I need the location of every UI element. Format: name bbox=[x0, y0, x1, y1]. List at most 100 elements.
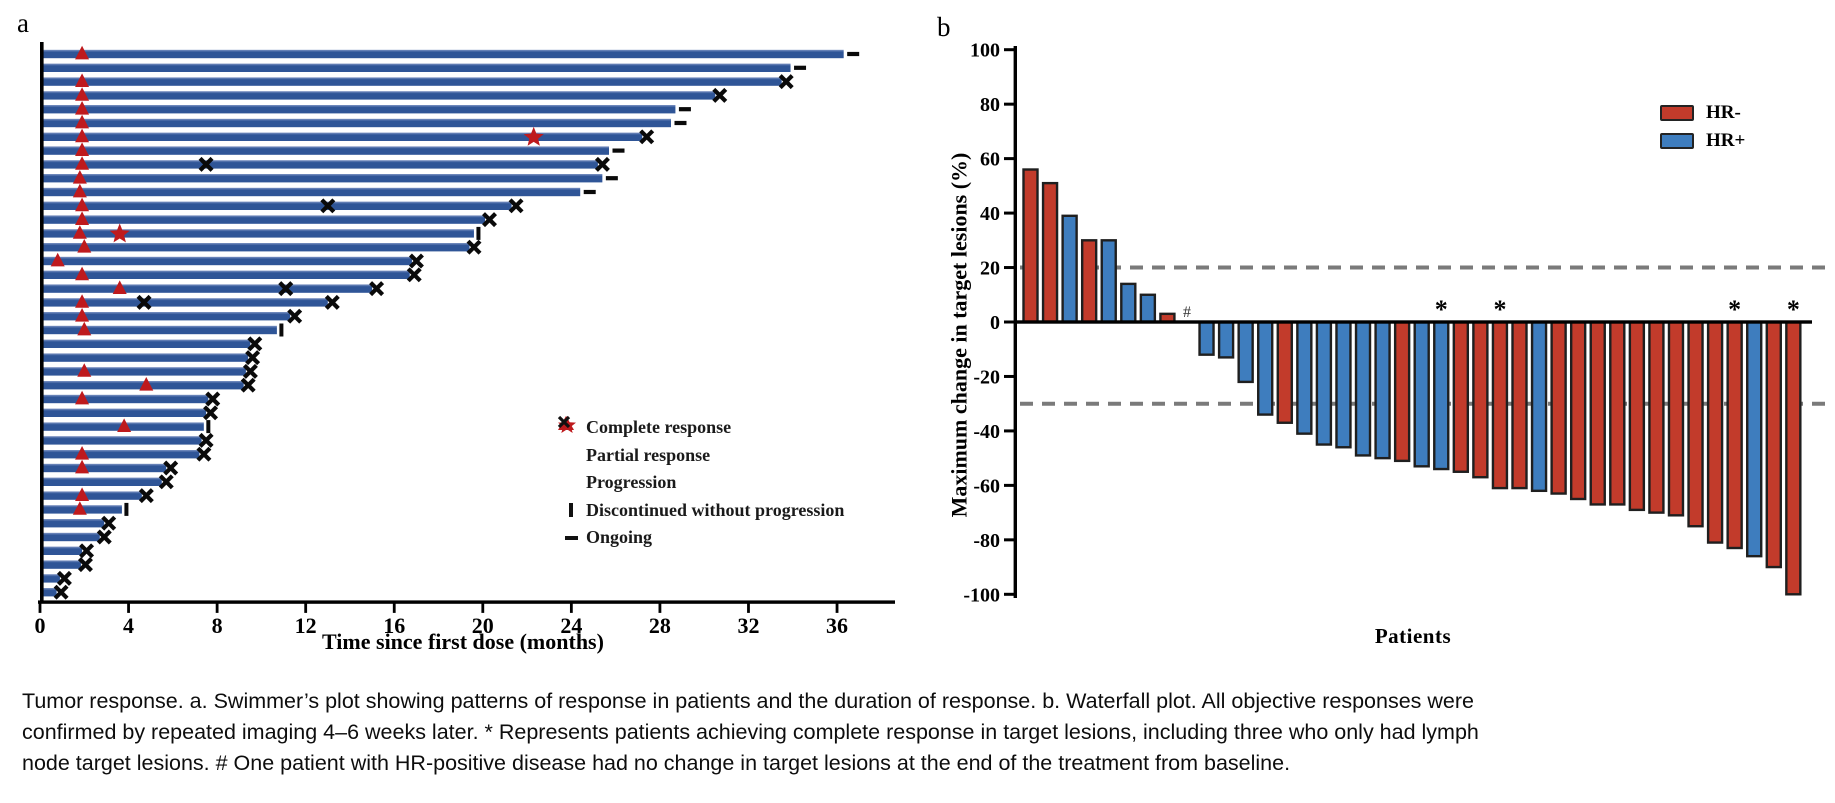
swimmer-row bbox=[41, 557, 93, 573]
caption-line: confirmed by repeated imaging 4–6 weeks … bbox=[22, 720, 1479, 744]
partial-response-marker bbox=[72, 225, 87, 239]
waterfall-bar bbox=[1511, 320, 1528, 490]
charts-svg: 0 4 8 12 16 20 24 28 32 36 # * * * * 100 80 60 40 20 0 -20 -40… bbox=[35, 40, 1828, 638]
no-change-hash-marker: # bbox=[1183, 304, 1191, 321]
partial-response-marker bbox=[75, 308, 90, 322]
discontinued-marker bbox=[476, 226, 481, 240]
x-tick bbox=[569, 603, 573, 613]
swimmer-bar bbox=[41, 77, 782, 86]
swimmer-bar bbox=[41, 229, 474, 238]
swimmer-bar bbox=[41, 201, 512, 210]
progression-x-marker bbox=[198, 156, 214, 172]
swimmer-bar bbox=[41, 174, 603, 183]
swimmer-row bbox=[41, 280, 385, 297]
partial-response-marker bbox=[77, 321, 92, 336]
waterfall-bar bbox=[1198, 320, 1215, 356]
waterfall-bar bbox=[1354, 320, 1372, 457]
swimmer-row bbox=[41, 101, 691, 115]
waterfall-plot: # * * * * 100 80 60 40 20 0 -20 -40 -60 -80 -100 bbox=[963, 40, 1828, 606]
legend-label: Ongoing bbox=[586, 527, 653, 548]
swimmer-bar bbox=[41, 491, 142, 500]
swimmer-x-axis-title: Time since first dose (months) bbox=[322, 629, 604, 654]
swimmer-bar bbox=[41, 353, 249, 362]
caption-line: Tumor response. a. Swimmer’s plot showin… bbox=[22, 689, 1475, 713]
progression-x-marker bbox=[639, 129, 655, 145]
waterfall-bar bbox=[1080, 239, 1098, 324]
legend-item-ongoing: Ongoing bbox=[556, 524, 844, 552]
x-tick bbox=[215, 603, 219, 613]
waterfall-bar bbox=[1491, 320, 1509, 490]
waterfall-bar bbox=[1413, 320, 1430, 468]
legend-item-discontinued: Discontinued without progression bbox=[556, 497, 844, 525]
x-tick bbox=[304, 603, 308, 613]
progression-x-marker bbox=[287, 308, 303, 324]
swimmer-row bbox=[41, 363, 258, 379]
progression-x-marker bbox=[196, 446, 212, 462]
swimmer-y-axis bbox=[40, 42, 44, 602]
progression-x-marker bbox=[240, 377, 256, 393]
legend-label: Discontinued without progression bbox=[586, 499, 845, 520]
swimmer-row bbox=[41, 197, 524, 214]
x-tick-label: 4 bbox=[123, 613, 134, 638]
x-tick bbox=[747, 603, 750, 613]
progression-x-marker bbox=[203, 405, 219, 421]
progression-x-marker bbox=[482, 212, 497, 228]
x-tick bbox=[835, 603, 839, 613]
swimmer-bar bbox=[41, 256, 412, 266]
y-tick-label: -100 bbox=[963, 584, 1000, 606]
waterfall-bar bbox=[1530, 320, 1548, 493]
progression-x-marker bbox=[406, 267, 422, 283]
swimmer-bar bbox=[41, 519, 105, 528]
swimmer-bar bbox=[41, 118, 671, 128]
swimmer-bar bbox=[41, 105, 676, 114]
legend-item-hr-pos: HR+ bbox=[1660, 127, 1745, 155]
swimmer-bar bbox=[41, 63, 791, 72]
swimmer-bar bbox=[41, 215, 486, 224]
progression-x-marker bbox=[245, 350, 261, 366]
progression-x-marker bbox=[136, 294, 152, 310]
complete-response-marker bbox=[109, 223, 130, 243]
dash-icon bbox=[556, 535, 586, 540]
partial-response-marker bbox=[77, 363, 92, 377]
swimmer-bar bbox=[41, 574, 60, 583]
y-tick-label: -40 bbox=[973, 421, 1000, 443]
complete-response-asterisk: * bbox=[1493, 295, 1506, 324]
progression-x-marker bbox=[408, 253, 424, 269]
progression-x-marker bbox=[163, 460, 179, 476]
swimmer-plot: 0 4 8 12 16 20 24 28 32 36 bbox=[35, 42, 895, 638]
ongoing-marker bbox=[794, 65, 807, 70]
partial-response-marker bbox=[75, 73, 90, 87]
swimmer-bar bbox=[41, 463, 167, 473]
partial-response-marker bbox=[75, 459, 90, 474]
progression-x-marker bbox=[53, 584, 69, 600]
y-tick bbox=[1004, 483, 1014, 487]
swimmer-row bbox=[41, 432, 214, 448]
progression-x-marker bbox=[198, 432, 214, 448]
discontinued-marker bbox=[124, 502, 129, 516]
waterfall-bar bbox=[1061, 214, 1078, 324]
x-tick-label: 0 bbox=[35, 613, 46, 638]
swimmer-bar bbox=[41, 408, 207, 417]
waterfall-y-axis bbox=[1013, 46, 1017, 598]
partial-response-marker bbox=[77, 239, 92, 253]
swimmer-bar bbox=[41, 367, 246, 376]
waterfall-bar bbox=[1746, 320, 1763, 558]
progression-x-marker bbox=[324, 294, 340, 310]
waterfall-zero-line bbox=[1017, 320, 1812, 324]
swimmer-bar bbox=[41, 325, 277, 335]
swimmer-row bbox=[41, 459, 179, 476]
swimmer-row bbox=[41, 142, 625, 156]
swimmer-row bbox=[41, 156, 610, 172]
y-tick-label: -60 bbox=[973, 475, 1000, 497]
legend-label: HR- bbox=[1706, 102, 1741, 123]
swimmer-bar bbox=[41, 49, 844, 59]
waterfall-bar bbox=[1237, 320, 1254, 384]
progression-x-marker bbox=[138, 488, 154, 504]
progression-x-marker bbox=[278, 281, 294, 297]
x-tick bbox=[38, 603, 42, 613]
progression-x-marker bbox=[247, 336, 263, 352]
progression-x-marker bbox=[96, 529, 112, 545]
x-tick-label: 12 bbox=[295, 613, 317, 638]
complete-response-asterisk: * bbox=[1728, 295, 1741, 324]
